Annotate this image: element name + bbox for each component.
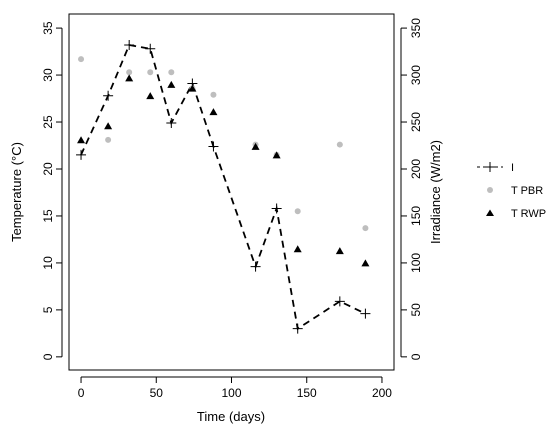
series-t-pbr-point bbox=[126, 69, 133, 76]
series-t-rwp-point bbox=[146, 92, 155, 100]
series-t-rwp-point bbox=[293, 245, 302, 253]
x-axis: 0 50 100 150 200 bbox=[78, 376, 392, 400]
series-i-point bbox=[250, 261, 261, 272]
legend-plus-icon bbox=[485, 162, 495, 172]
series-t-pbr-point bbox=[105, 136, 112, 143]
series-i-point bbox=[103, 90, 114, 101]
x-tick-label: 50 bbox=[150, 386, 164, 400]
series-i-point bbox=[145, 43, 156, 54]
y-right-tick-label: 100 bbox=[409, 253, 423, 273]
legend: I T PBR T RWP bbox=[477, 162, 546, 220]
series-i-point bbox=[208, 141, 219, 152]
series-t-rwp-point bbox=[125, 74, 134, 82]
series-t-pbr-point bbox=[210, 91, 217, 98]
y-left-tick-label: 30 bbox=[41, 68, 55, 82]
y-right-tick-label: 250 bbox=[409, 112, 423, 132]
series-i-point bbox=[334, 296, 345, 307]
y-left-tick-label: 35 bbox=[41, 21, 55, 35]
y-left-tick-label: 25 bbox=[41, 115, 55, 129]
legend-label-t-rwp: T RWP bbox=[511, 208, 546, 220]
legend-label-i: I bbox=[511, 162, 514, 174]
series-t-pbr-point bbox=[147, 69, 154, 76]
plot-area bbox=[76, 39, 371, 334]
series-t-rwp-point bbox=[167, 80, 176, 88]
y-right-tick-label: 50 bbox=[409, 303, 423, 317]
legend-triangle-icon bbox=[486, 209, 494, 216]
x-axis-title: Time (days) bbox=[197, 409, 265, 424]
series-t-rwp-point bbox=[77, 136, 86, 144]
y-axis-left: 0 5 10 15 20 25 30 35 bbox=[41, 21, 63, 360]
series-t-rwp-point bbox=[209, 108, 218, 116]
plot-frame bbox=[68, 13, 395, 371]
series-t-pbr-point bbox=[294, 208, 301, 215]
y-axis-right: 0 50 100 150 200 250 300 350 bbox=[400, 18, 423, 360]
y-right-tick-label: 300 bbox=[409, 65, 423, 85]
x-tick-label: 0 bbox=[78, 386, 85, 400]
series-i-point bbox=[292, 323, 303, 334]
series-t-rwp-point bbox=[251, 142, 260, 150]
y-right-tick-label: 200 bbox=[409, 159, 423, 179]
y-right-tick-label: 150 bbox=[409, 206, 423, 226]
y-left-tick-label: 10 bbox=[41, 256, 55, 270]
series-i-point bbox=[124, 39, 135, 50]
series-i-point bbox=[360, 308, 371, 319]
series-i-point bbox=[76, 149, 87, 160]
series-i-line bbox=[80, 43, 366, 331]
y-left-tick-label: 5 bbox=[41, 306, 55, 313]
series-i-point bbox=[166, 117, 177, 128]
y-axis-right-title: Irradiance (W/m2) bbox=[428, 140, 443, 244]
series-i-point bbox=[271, 203, 282, 214]
series-t-rwp-point bbox=[335, 247, 344, 255]
x-tick-label: 100 bbox=[221, 386, 241, 400]
y-right-tick-label: 350 bbox=[409, 18, 423, 38]
x-tick-label: 150 bbox=[297, 386, 317, 400]
legend-circle-icon bbox=[487, 187, 493, 193]
series-t-pbr-point bbox=[168, 69, 175, 76]
series-t-rwp-point bbox=[272, 151, 281, 159]
y-right-tick-label: 0 bbox=[409, 353, 423, 360]
series-t-rwp-point bbox=[361, 259, 370, 267]
legend-label-t-pbr: T PBR bbox=[511, 185, 543, 197]
series-t-rwp-point bbox=[104, 122, 113, 130]
y-left-tick-label: 15 bbox=[41, 209, 55, 223]
series-t-pbr-point bbox=[336, 141, 343, 148]
series-t-pbr-point bbox=[78, 56, 85, 63]
x-tick-label: 200 bbox=[372, 386, 392, 400]
y-axis-left-title: Temperature (°C) bbox=[9, 142, 24, 242]
y-left-tick-label: 20 bbox=[41, 162, 55, 176]
series-t-pbr-point bbox=[362, 225, 369, 232]
y-left-tick-label: 0 bbox=[41, 353, 55, 360]
series-t-rwp-point bbox=[188, 84, 197, 92]
